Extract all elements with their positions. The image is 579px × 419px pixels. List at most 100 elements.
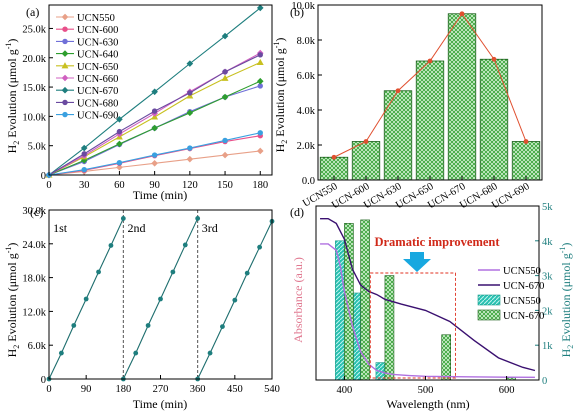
panel-d-legend: UCN550 UCN-670 UCN550 UCN-670 — [477, 266, 544, 322]
data-point — [116, 164, 123, 171]
legend-label: UCN550 — [77, 13, 115, 24]
data-point — [222, 137, 228, 144]
y-tick-label: 8.0k — [297, 36, 316, 47]
y-tick-label: 0 — [41, 375, 46, 386]
data-point — [83, 296, 89, 302]
data-point — [221, 32, 229, 40]
y-tick-right-label: 3k — [542, 272, 553, 283]
legend-label: UCN550 — [503, 266, 541, 277]
panel-a-label: (a) — [26, 5, 39, 19]
data-point — [257, 52, 263, 58]
x-tick-label: 500 — [418, 385, 434, 396]
data-point — [256, 147, 264, 155]
bar — [384, 275, 395, 381]
legend-swatch — [477, 294, 501, 306]
data-point — [116, 116, 123, 123]
legend-swatch — [477, 309, 501, 321]
x-tick-label: 0 — [46, 180, 51, 191]
legend-marker — [62, 26, 68, 32]
y-tick-right-label: 2k — [542, 306, 553, 317]
data-point — [395, 88, 401, 94]
data-point — [80, 144, 88, 152]
y-tick-label: 6.0k — [297, 71, 316, 82]
legend-label: UCN-640 — [77, 50, 118, 61]
legend-marker — [62, 38, 68, 45]
y-tick-label: 4.0k — [297, 106, 316, 117]
panel-c-frame — [48, 209, 273, 380]
x-tick-label: 180 — [115, 384, 131, 395]
data-point — [58, 350, 64, 356]
data-point — [187, 90, 193, 96]
legend-marker — [62, 99, 68, 106]
legend-marker — [61, 50, 69, 57]
data-point — [133, 350, 139, 356]
data-point — [222, 69, 228, 75]
bar — [447, 13, 477, 181]
data-point — [186, 109, 194, 117]
bar — [351, 141, 381, 181]
legend-label: UCN-690 — [77, 111, 118, 122]
data-point — [186, 60, 194, 67]
panel-d: (d) Dramatic improvement 400 500 600 0 1k 2k 3k… — [290, 202, 575, 411]
panel-a: (a) 0 30 60 90 120 150 180 0 5.0k 10.0k 15.0k 20.0k… — [4, 4, 273, 202]
panel-d-xlabel: Wavelength (nm) — [386, 397, 469, 411]
panel-c-label: (c) — [30, 205, 43, 219]
data-point — [151, 88, 158, 96]
data-point — [256, 77, 264, 85]
data-point — [221, 74, 229, 81]
data-point — [363, 139, 369, 144]
panel-c-ylabel: H2 Evolution (μmol g-1) — [4, 243, 21, 358]
panel-b: (b) 0.02.0k4.0k6.0k8.0k10.0kUCN550UCN-60… — [272, 1, 543, 211]
data-point — [427, 58, 433, 64]
cycle-label: 3rd — [202, 221, 218, 235]
legend-label: UCN550 — [503, 296, 541, 307]
data-point — [186, 155, 194, 163]
data-point — [257, 130, 263, 136]
x-tick-label: 30 — [79, 180, 90, 191]
panel-b-ylabel: H2 Evolution (μmol g-1) — [272, 38, 289, 153]
legend-marker — [61, 86, 69, 94]
data-point — [232, 297, 238, 303]
legend-marker — [61, 62, 69, 69]
legend-label: UCN-600 — [77, 25, 118, 36]
data-point — [491, 56, 497, 62]
y-tick-label: 15.0k — [22, 83, 46, 94]
data-point — [331, 154, 337, 160]
panel-d-frame — [315, 205, 540, 381]
data-point — [220, 324, 225, 330]
bar — [415, 60, 445, 181]
legend-label: UCN-680 — [77, 98, 118, 109]
bar — [479, 58, 509, 181]
data-point — [145, 323, 151, 328]
panel-b-label: (b) — [290, 5, 304, 19]
bar — [441, 334, 451, 381]
x-tick-label: 150 — [217, 180, 233, 191]
x-tick-label: 120 — [182, 180, 198, 191]
y-tick-label: 24.0k — [22, 240, 46, 251]
y-tick-label: 10.0k — [291, 1, 315, 12]
y-tick-label: 2.0k — [297, 141, 316, 152]
y-tick-label: 0.0 — [302, 176, 315, 187]
data-point — [182, 242, 188, 248]
x-tick-label: 270 — [153, 384, 169, 395]
data-point — [187, 145, 193, 151]
x-tick-label: 90 — [149, 180, 160, 191]
data-point — [151, 159, 158, 167]
x-tick-label: 180 — [252, 180, 268, 191]
panel-a-xlabel: Time (min) — [133, 188, 188, 202]
x-tick-label: 60 — [114, 180, 125, 191]
y-tick-label: 20.0k — [22, 54, 46, 65]
highlight-box — [369, 272, 456, 379]
x-tick-label: 0 — [46, 384, 51, 395]
legend-marker — [62, 111, 68, 118]
data-point — [71, 323, 77, 328]
x-tick-label: 540 — [264, 384, 280, 395]
y-tick-label: 6.0k — [28, 341, 47, 352]
legend-label: UCN-650 — [77, 62, 118, 73]
data-point — [221, 151, 229, 159]
legend-marker — [61, 13, 69, 21]
legend-label: UCN-670 — [77, 86, 118, 97]
data-point — [116, 159, 123, 166]
y-tick-right-label: 0 — [542, 376, 547, 387]
